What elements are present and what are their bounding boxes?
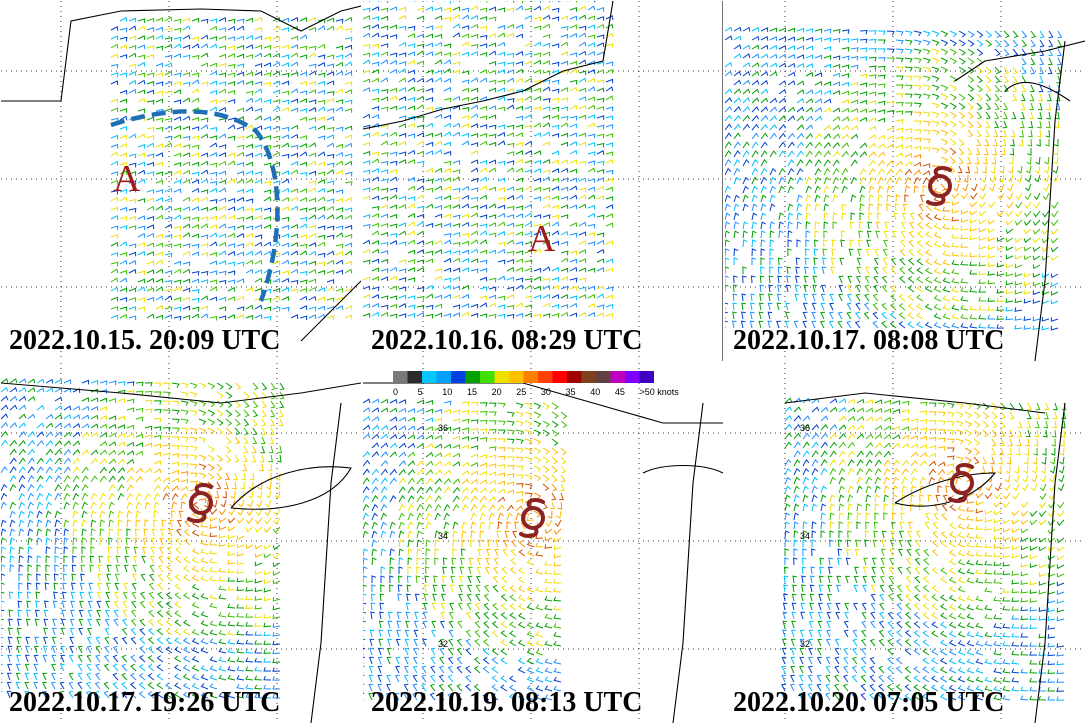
- wind-speed-legend: 0 5 10 15 20 25 30 35 40 45 >50 knots: [393, 371, 679, 397]
- legend-swatch: [436, 371, 451, 383]
- panel-1-canvas: A: [1, 1, 361, 361]
- map-panel-5: 36 34 32 0 5 10 15 20 25 30 35 40 45 >50 knots 2022.1…: [363, 363, 723, 723]
- panel-2-timestamp: 2022.10.16. 08:29 UTC: [371, 325, 643, 356]
- latitude-label: 34: [438, 531, 448, 541]
- wind-barbs: [363, 398, 568, 701]
- panel-6-canvas: 36 34 32: [725, 363, 1085, 723]
- legend-label: >50 knots: [640, 387, 680, 397]
- wind-barbs: [110, 16, 353, 321]
- legend-label: 10: [442, 387, 452, 397]
- legend-label: 40: [590, 387, 600, 397]
- panel-4-timestamp: 2022.10.17. 19:26 UTC: [9, 687, 281, 718]
- coastline: [1, 5, 361, 342]
- panel-3-timestamp: 2022.10.17. 08:08 UTC: [733, 325, 1005, 356]
- legend-swatch: [523, 371, 538, 383]
- panel-2-canvas: A: [363, 1, 723, 361]
- legend-swatch: [393, 371, 408, 383]
- cyclone-symbol: [948, 463, 974, 503]
- legend-swatch: [480, 371, 495, 383]
- legend-swatch: [451, 371, 466, 383]
- map-panel-1: A 2022.10.15. 20:09 UTC: [1, 1, 361, 361]
- legend-swatch: [581, 371, 596, 383]
- latitude-label: 36: [438, 423, 448, 433]
- legend-swatch: [596, 371, 611, 383]
- legend-label: 0: [393, 387, 398, 397]
- wind-barbs: [363, 1, 614, 319]
- legend-label: 5: [418, 387, 423, 397]
- legend-label: 15: [467, 387, 477, 397]
- legend-swatch: [465, 371, 480, 383]
- panel-1-timestamp: 2022.10.15. 20:09 UTC: [9, 325, 281, 356]
- map-panel-6: 36 34 32 2022.10.20. 07:05 UTC: [725, 363, 1085, 723]
- cyclone-symbol: [926, 166, 952, 206]
- map-panel-3: 2022.10.17. 08:08 UTC: [725, 1, 1085, 361]
- coastline: [1, 382, 361, 723]
- panel-4-canvas: [1, 363, 361, 723]
- legend-label: 35: [566, 387, 576, 397]
- legend-label: 20: [492, 387, 502, 397]
- legend-swatch: [422, 371, 437, 383]
- coastline: [363, 1, 723, 361]
- legend-swatch: [538, 371, 553, 383]
- wind-barbs: [780, 397, 1067, 701]
- coastline: [954, 40, 1085, 361]
- panel-6-timestamp: 2022.10.20. 07:05 UTC: [733, 687, 1005, 718]
- legend-swatch: [494, 371, 509, 383]
- graticule: [363, 363, 723, 723]
- high-pressure-label: A: [528, 218, 556, 260]
- latitude-label: 32: [800, 639, 810, 649]
- latitude-label: 36: [800, 423, 810, 433]
- panel-5-canvas: 36 34 32 0 5 10 15 20 25 30 35 40 45 >50 knots: [363, 363, 723, 723]
- front-line: [110, 109, 280, 302]
- legend-label: 30: [541, 387, 551, 397]
- high-pressure-label: A: [113, 158, 141, 200]
- legend-swatch: [625, 371, 640, 383]
- map-panel-2: A 2022.10.16. 08:29 UTC: [363, 1, 723, 361]
- latitude-label: 32: [438, 639, 448, 649]
- graticule: [1, 363, 361, 723]
- legend-swatch: [639, 371, 654, 383]
- latitude-label: 34: [800, 531, 810, 541]
- panel-5-timestamp: 2022.10.19. 08:13 UTC: [371, 687, 643, 718]
- legend-swatch: [567, 371, 582, 383]
- legend-swatch: [407, 371, 422, 383]
- wind-barbs: [1, 378, 285, 699]
- legend-label: 25: [516, 387, 526, 397]
- panel-3-canvas: [725, 1, 1085, 361]
- legend-swatch: [509, 371, 524, 383]
- map-panel-4: 2022.10.17. 19:26 UTC: [1, 363, 361, 723]
- legend-swatch: [552, 371, 567, 383]
- legend-label: 45: [615, 387, 625, 397]
- cyclone-symbol: [187, 483, 213, 523]
- graticule: [1, 1, 361, 361]
- cyclone-symbol: [519, 498, 545, 538]
- wind-barbs: [725, 26, 1063, 331]
- graticule: [725, 1, 1085, 361]
- legend-swatch: [610, 371, 625, 383]
- coastline: [784, 392, 1066, 723]
